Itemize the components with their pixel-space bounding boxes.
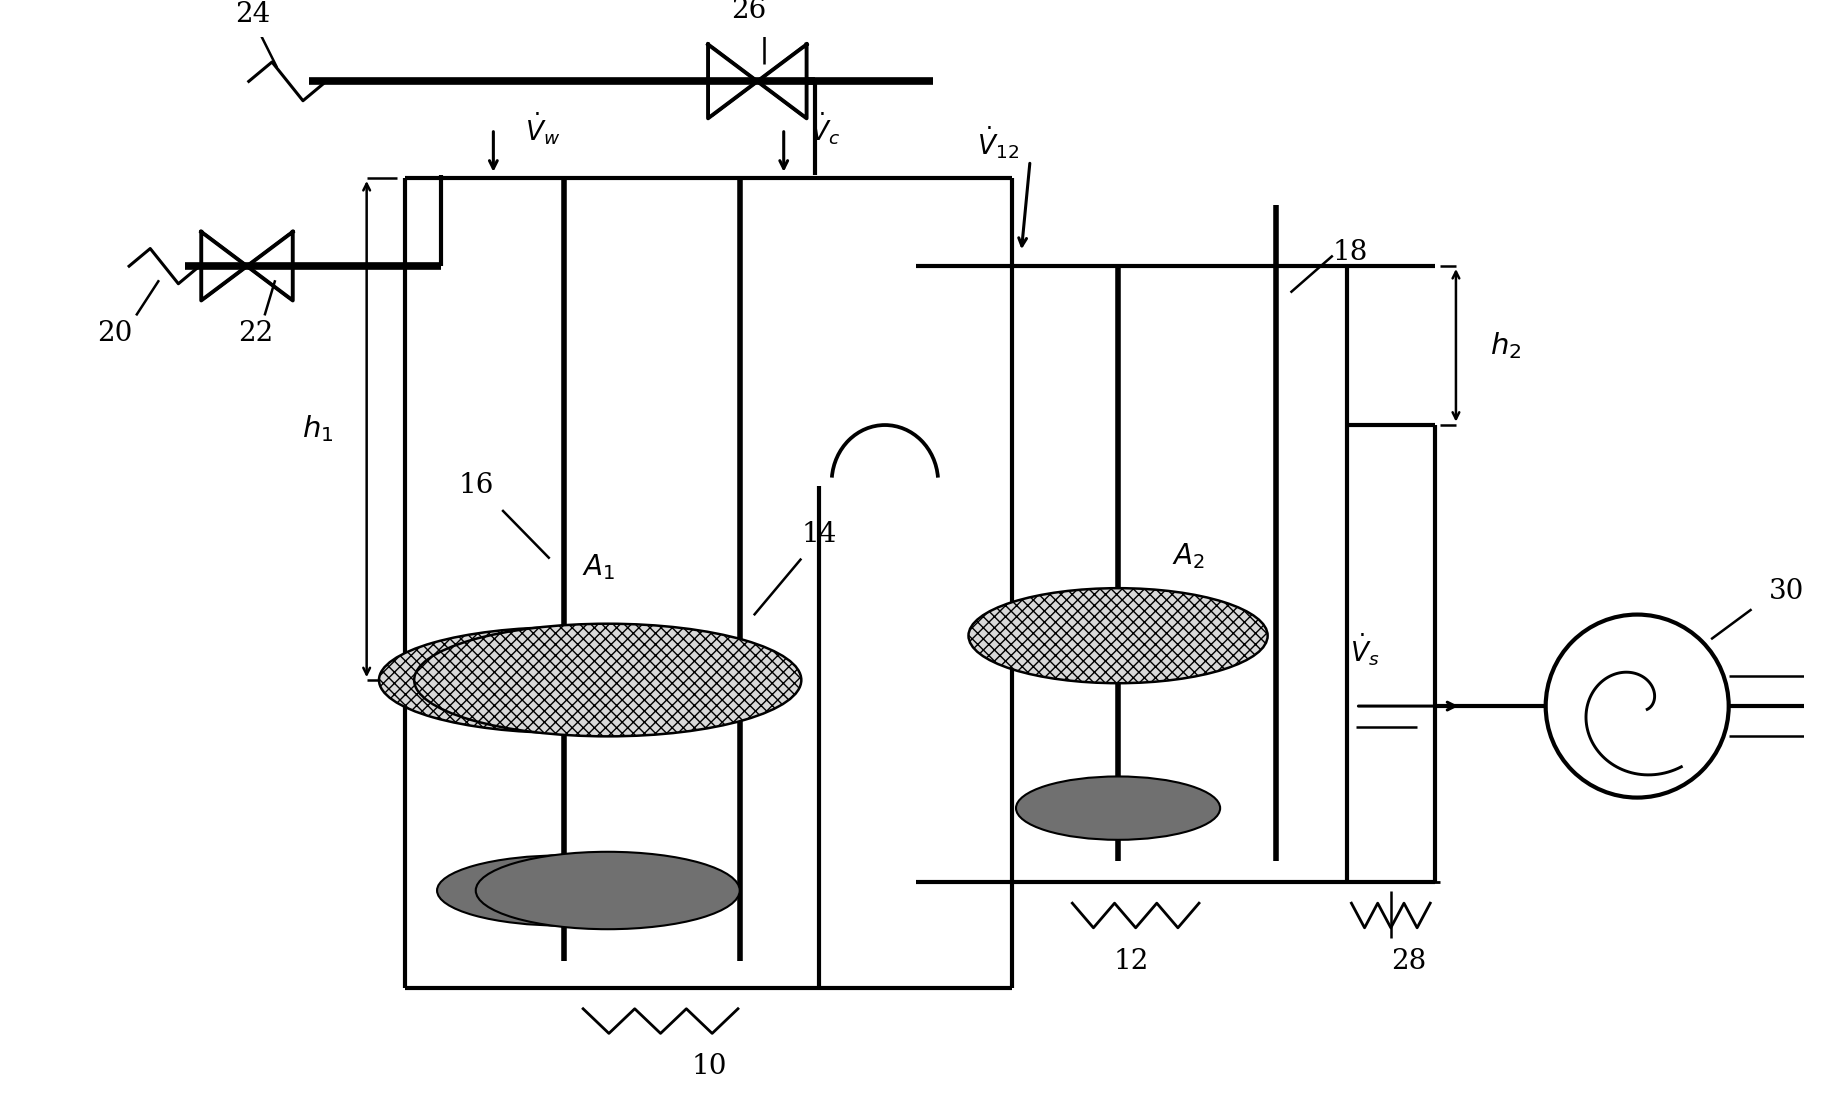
Text: 12: 12 (1112, 948, 1148, 974)
Text: 26: 26 (730, 0, 765, 24)
Ellipse shape (414, 624, 800, 737)
Text: 20: 20 (98, 320, 133, 346)
Text: $h_2$: $h_2$ (1489, 330, 1521, 361)
Text: $\dot{V}_s$: $\dot{V}_s$ (1349, 631, 1379, 669)
Ellipse shape (1015, 776, 1220, 840)
Text: $\dot{V}_{12}$: $\dot{V}_{12}$ (978, 125, 1018, 161)
Text: 14: 14 (800, 521, 835, 548)
Text: 16: 16 (458, 472, 493, 500)
Text: 28: 28 (1390, 948, 1425, 974)
Text: 30: 30 (1769, 579, 1804, 605)
Text: 24: 24 (235, 1, 270, 28)
Text: 10: 10 (691, 1053, 726, 1081)
Text: 22: 22 (238, 320, 274, 346)
Text: $A_2$: $A_2$ (1172, 540, 1205, 571)
Ellipse shape (475, 852, 739, 929)
Text: $\dot{V}_c$: $\dot{V}_c$ (809, 111, 839, 147)
Ellipse shape (436, 855, 689, 926)
Text: $h_1$: $h_1$ (301, 413, 333, 445)
Text: 18: 18 (1332, 239, 1368, 265)
Ellipse shape (379, 627, 748, 733)
Text: $\dot{V}_w$: $\dot{V}_w$ (525, 111, 560, 147)
Text: $A_1$: $A_1$ (582, 551, 615, 582)
Ellipse shape (968, 589, 1268, 683)
